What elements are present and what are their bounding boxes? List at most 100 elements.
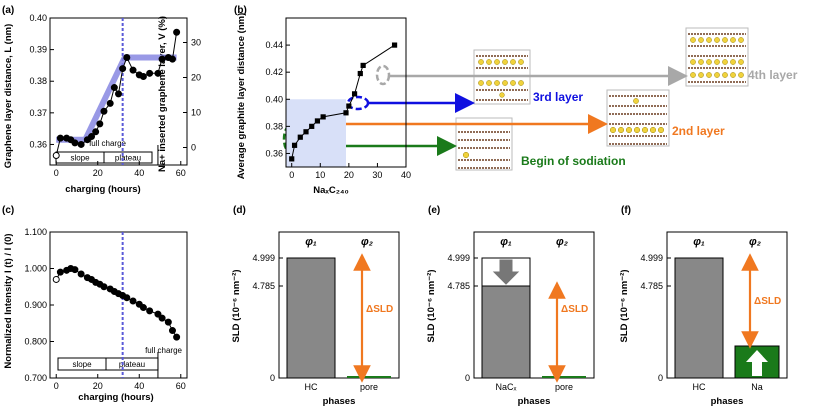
panel-b-y-tick-label-2: 0.40 <box>265 94 283 104</box>
panel-f-label: (f) <box>621 205 631 216</box>
panel-e-y-label: SLD (10⁻⁶ nm⁻²) <box>426 270 437 343</box>
panel-b-x-tick-label-2: 20 <box>344 170 354 180</box>
label-3rd-layer: 3rd layer <box>533 90 583 104</box>
panel-a-data-point-10 <box>100 107 108 115</box>
panel-d: (d) SLD (10⁻⁶ nm⁻²) phases 4.999 4.785 0 φ₁ φ₂ Δ… <box>231 205 400 407</box>
panel-f-up-arrow-icon <box>746 350 768 376</box>
panel-c: (c) Normalized Intensity I (t) / I (0) c… <box>2 205 188 403</box>
panel-c-data-point-4 <box>71 266 79 274</box>
panel-f: (f) SLD (10⁻⁶ nm⁻²) phases 4.999 4.785 0 φ₁ φ₂ Δ… <box>619 205 788 407</box>
panel-f-y-tick-label-2: 0 <box>658 373 663 383</box>
panel-b-data-point-0 <box>289 156 295 162</box>
panel-b: (b) Average graphite layer distance (nm)… <box>234 5 798 196</box>
panel-c-data-point-18 <box>139 304 147 312</box>
panel-a-y-tick-label-4: 0.40 <box>29 13 47 23</box>
panel-a-data-point-19 <box>146 69 154 77</box>
panel-d-category-label-0: HC <box>305 382 318 392</box>
panel-c-data-point-1 <box>56 268 64 276</box>
panel-c-data-point-21 <box>158 314 166 322</box>
panel-a-data-point-24 <box>173 28 181 36</box>
panel-e-y-tick-label-0: 4.999 <box>447 253 470 263</box>
structure-4th <box>685 27 749 87</box>
panel-a-y2-tick-label-3: 30 <box>191 38 201 48</box>
panel-a-data-point-0 <box>52 152 60 160</box>
panel-b-shaded-region <box>286 99 346 167</box>
panel-a-x-tick-label-1: 20 <box>93 168 103 178</box>
panel-a-data-point-21 <box>158 55 166 63</box>
panel-c-x-tick-label-2: 40 <box>134 381 144 391</box>
panel-f-y-label: SLD (10⁻⁶ nm⁻²) <box>619 270 630 343</box>
panel-c-x-tick-label-1: 20 <box>93 381 103 391</box>
panel-a-y2-label: Na+ inserted graphene layer, V (%) <box>157 16 168 172</box>
panel-c-data-point-20 <box>154 310 162 318</box>
panel-c-data-point-10 <box>100 283 108 291</box>
panel-b-y-tick-label-1: 0.38 <box>265 121 283 131</box>
panel-a-y-label: Graphene layer distance, L (nm) <box>3 24 14 168</box>
panel-b-data-point-2 <box>297 134 303 140</box>
panel-e: (e) SLD (10⁻⁶ nm⁻²) phases 4.999 4.785 0 φ₁ φ₂ Δ… <box>426 205 595 407</box>
panel-a-data-point-7 <box>88 133 96 141</box>
panel-d-y-tick-label-1: 4.785 <box>252 281 275 291</box>
panel-a: (a) Graphene layer distance, L (nm) Na+ … <box>2 5 201 195</box>
panel-b-data-point-5 <box>314 118 321 124</box>
panel-f-delta-sld-label: ΔSLD <box>754 296 781 307</box>
panel-c-data-point-0 <box>52 275 60 283</box>
panel-e-phase-1-label: φ₁ <box>500 236 512 248</box>
structure-2nd <box>606 89 670 147</box>
panel-a-data-point-1 <box>56 134 64 142</box>
panel-a-y-tick-label-2: 0.38 <box>29 76 47 86</box>
structure-illustrations <box>455 27 749 171</box>
panel-a-data-point-23 <box>168 55 176 63</box>
panel-b-data-point-11 <box>360 62 366 69</box>
panel-e-bar-NaCₓ <box>481 285 531 379</box>
panel-f-phase-2-label: φ₂ <box>749 236 761 248</box>
panel-d-phase-1-label: φ₁ <box>305 236 317 248</box>
panel-c-data-point-24 <box>173 333 181 341</box>
panel-a-data-point-15 <box>123 54 131 62</box>
panel-b-label: (b) <box>234 5 247 16</box>
structure-begin <box>455 117 513 171</box>
panel-a-plot-frame <box>49 17 188 166</box>
panel-b-data-point-3 <box>303 129 309 135</box>
panel-a-slope: slope <box>70 154 90 163</box>
panel-c-data-point-15 <box>123 294 131 302</box>
panel-e-category-label-1: pore <box>555 382 573 392</box>
panel-a-data-point-9 <box>96 120 104 128</box>
panel-f-plot-frame <box>666 231 788 379</box>
panel-b-x-tick-label-0: 0 <box>289 170 294 180</box>
panel-e-bar-pore <box>542 376 586 378</box>
panel-b-y-label: Average graphite layer distance (nm) <box>236 13 247 179</box>
panel-f-category-label-0: HC <box>693 382 706 392</box>
panel-e-label: (e) <box>428 205 440 216</box>
panel-c-plot-frame <box>49 231 188 379</box>
label-2nd-layer: 2nd layer <box>672 124 725 138</box>
panel-a-full-charge: full charge <box>89 139 126 148</box>
panel-a-y2-tick-label-0: 0 <box>191 143 196 153</box>
panel-a-data-point-20 <box>154 69 162 77</box>
panel-b-x-tick-label-1: 10 <box>315 170 325 180</box>
label-begin-sodiation: Begin of sodiation <box>521 154 626 168</box>
panel-a-x-tick-label-2: 40 <box>134 168 144 178</box>
panel-c-y-tick-label-0: 0.700 <box>24 373 47 383</box>
panel-a-y-tick-label-0: 0.36 <box>29 139 47 149</box>
panel-e-down-arrow-icon <box>492 259 520 285</box>
panel-c-series-line <box>55 267 178 338</box>
panel-e-plot-frame <box>473 231 595 379</box>
panel-e-y-tick-label-1: 4.785 <box>447 281 470 291</box>
panel-a-data-point-4 <box>71 139 79 147</box>
panel-d-delta-sld-label: ΔSLD <box>366 304 393 315</box>
panel-c-data-point-16 <box>129 297 137 305</box>
panel-f-y-tick-label-0: 4.999 <box>640 253 663 263</box>
panel-b-data-point-7 <box>343 110 349 116</box>
panel-d-label: (d) <box>233 205 246 216</box>
panel-a-y2-tick-label-1: 10 <box>191 108 201 118</box>
panel-b-data-point-9 <box>351 91 358 97</box>
panel-a-data-point-14 <box>119 65 127 73</box>
panel-a-x-tick-label-3: 60 <box>176 168 186 178</box>
panel-a-data-point-16 <box>129 66 137 74</box>
panel-d-y-label: SLD (10⁻⁶ nm⁻²) <box>231 270 242 343</box>
panel-c-slope: slope <box>72 360 92 369</box>
panel-b-y-tick-label-3: 0.42 <box>265 67 283 77</box>
panel-c-data-point-5 <box>77 270 85 278</box>
